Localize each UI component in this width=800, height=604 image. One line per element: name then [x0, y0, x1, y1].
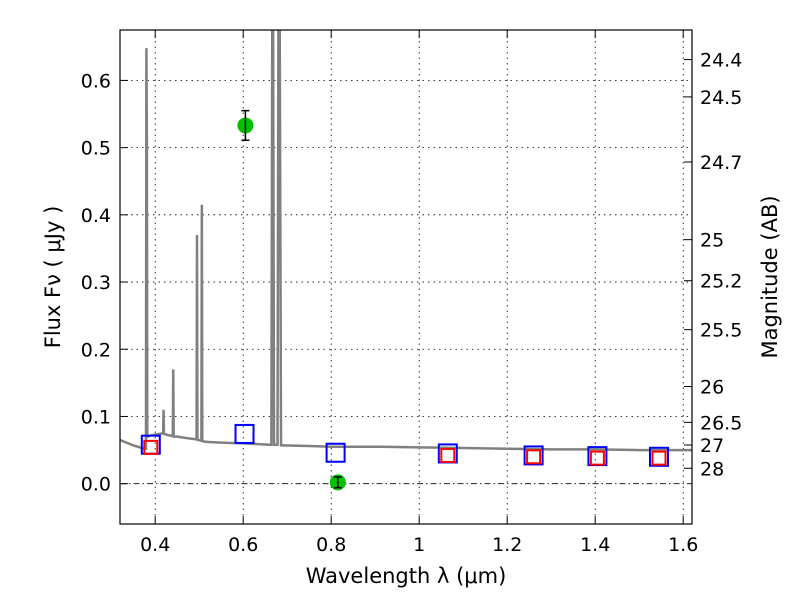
y2-tick-label: 25.2 — [700, 271, 742, 293]
y-tick-label: 0.5 — [81, 138, 111, 160]
y2-tick-label: 26.5 — [700, 412, 742, 434]
model-square — [649, 446, 669, 467]
y-tick-label: 0.2 — [81, 339, 111, 361]
x-tick-label: 1.2 — [492, 534, 522, 556]
y2-tick-label: 25 — [700, 230, 724, 252]
model-square — [234, 423, 255, 444]
y-tick-label: 0.6 — [81, 70, 111, 92]
plot-area — [120, 30, 692, 491]
observed-square — [526, 449, 542, 465]
y-axis-label: Flux Fν ( μJy ) — [41, 206, 65, 349]
model-square — [523, 445, 544, 466]
model-square — [325, 442, 346, 463]
y2-tick-label: 24.7 — [700, 152, 742, 174]
grid — [120, 30, 692, 524]
observed-square — [440, 447, 456, 463]
y2-tick-label: 25.5 — [700, 320, 742, 342]
y-tick-label: 0.3 — [81, 272, 111, 294]
x-tick-label: 1.6 — [668, 534, 698, 556]
y-tick-label: 0.4 — [81, 205, 111, 227]
y2-tick-label: 28 — [700, 458, 724, 480]
y-tick-label: 0.0 — [81, 474, 111, 496]
observed-square — [143, 439, 159, 455]
y2-tick-label: 26 — [700, 377, 724, 399]
y2-tick-label: 24.4 — [700, 50, 742, 72]
y2-tick-label: 24.5 — [700, 87, 742, 109]
x-axis-label: Wavelength λ (μm) — [306, 564, 507, 588]
observed-square — [651, 450, 667, 466]
x-tick-label: 0.4 — [140, 534, 170, 556]
y-tick-label: 0.1 — [81, 406, 111, 428]
y2-tick-label: 27 — [700, 435, 724, 457]
x-tick-label: 0.8 — [316, 534, 346, 556]
spectrum-line — [120, 30, 692, 452]
x-tick-label: 1 — [413, 534, 425, 556]
plot-frame — [119, 29, 693, 525]
observed-square — [589, 450, 605, 466]
y2-axis-label: Magnitude (AB) — [758, 195, 782, 358]
ticks: 0.4 0.6 0.8 1 1.2 1.4 1.6 0.0 0.1 0.2 0.3 0.4 0.5 0.6… — [81, 30, 742, 556]
x-tick-label: 0.6 — [228, 534, 258, 556]
x-tick-label: 1.4 — [580, 534, 610, 556]
